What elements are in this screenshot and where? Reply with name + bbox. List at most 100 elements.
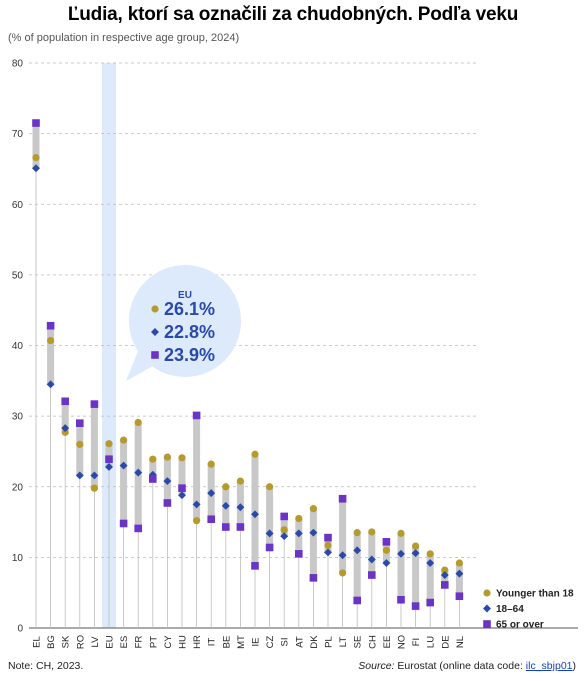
y-tick-label: 40 xyxy=(12,341,24,352)
point-adult-pl xyxy=(324,548,332,557)
callout-old-icon xyxy=(151,351,159,359)
point-old-ro xyxy=(76,419,84,427)
legend: Younger than 18 18–64 65 or over xyxy=(483,589,574,631)
point-adult-fr xyxy=(134,468,143,477)
y-tick-label: 70 xyxy=(12,129,24,140)
point-young-lv xyxy=(90,484,98,492)
x-tick-label: PT xyxy=(148,636,159,648)
callout-name: EU xyxy=(178,290,192,301)
range-bar-eu xyxy=(105,443,113,467)
source-end: ) xyxy=(572,660,577,672)
point-old-bg xyxy=(46,321,55,330)
point-old-se xyxy=(353,596,361,605)
y-tick-label: 80 xyxy=(12,59,24,70)
point-adult-it xyxy=(207,489,216,498)
point-young-hr xyxy=(193,517,201,525)
point-young-de xyxy=(441,566,449,574)
point-old-hu xyxy=(178,484,186,492)
point-old-cy xyxy=(163,499,172,507)
point-young-si xyxy=(280,526,288,534)
x-tick-label: DK xyxy=(309,635,320,649)
callout-value: 26.1% xyxy=(164,299,215,319)
point-old-at xyxy=(295,550,303,558)
point-adult-be xyxy=(221,501,230,510)
range-bar-bg xyxy=(47,325,55,385)
y-tick-label: 10 xyxy=(12,553,24,564)
point-adult-no xyxy=(397,549,405,558)
range-bar-no xyxy=(397,533,405,600)
x-tick-label: EE xyxy=(382,636,393,649)
footnote: Note: CH, 2023. xyxy=(8,660,84,672)
source-label: Source: xyxy=(358,660,395,672)
point-adult-hr xyxy=(192,500,201,509)
x-tick-label: IT xyxy=(207,638,218,647)
x-tick-label: SE xyxy=(353,636,364,649)
point-old-mt xyxy=(236,523,245,531)
x-tick-label: EU xyxy=(105,635,116,648)
range-bar-ie xyxy=(251,454,259,566)
point-young-pt xyxy=(149,455,157,463)
x-tick-label: MT xyxy=(236,635,247,649)
point-adult-cy xyxy=(163,477,172,486)
range-bar-pt xyxy=(149,459,157,479)
point-old-si xyxy=(280,512,288,521)
x-tick-label: BG xyxy=(46,635,57,649)
point-young-no xyxy=(397,529,405,537)
point-young-bg xyxy=(47,336,55,345)
x-tick-label: BE xyxy=(221,636,232,649)
x-tick-label: EL xyxy=(32,636,43,648)
x-tick-label: CZ xyxy=(265,635,276,648)
x-tick-label: LV xyxy=(90,636,101,648)
x-tick-label: CH xyxy=(367,635,378,649)
source-text: Eurostat (online data code: xyxy=(394,660,526,672)
point-young-ie xyxy=(251,450,259,458)
point-old-ee xyxy=(382,538,391,546)
callout-adult-icon xyxy=(151,328,159,336)
point-young-pl xyxy=(324,541,332,549)
chart-title: Ľudia, ktorí sa označili za chudobných. … xyxy=(67,4,519,25)
point-young-cy xyxy=(163,453,171,461)
point-old-it xyxy=(207,515,215,524)
y-tick-label: 30 xyxy=(12,412,24,423)
x-tick-label: RO xyxy=(75,635,86,649)
point-adult-nl xyxy=(455,569,464,578)
point-adult-hu xyxy=(178,491,186,500)
point-young-ch xyxy=(368,528,376,536)
y-tick-label: 0 xyxy=(17,624,23,635)
range-bar-ch xyxy=(368,531,376,576)
point-old-lt xyxy=(338,494,347,503)
point-young-it xyxy=(207,460,215,468)
point-young-mt xyxy=(236,477,244,485)
range-bar-fi xyxy=(412,546,420,607)
range-bar-el xyxy=(32,123,40,169)
gridlines xyxy=(29,62,578,629)
x-tick-label: SI xyxy=(280,638,291,647)
legend-old-icon xyxy=(483,620,491,628)
point-young-eu xyxy=(105,440,113,448)
x-tick-label: FI xyxy=(411,638,422,646)
y-axis: 0 10 20 30 40 50 60 70 80 xyxy=(12,59,24,635)
x-tick-label: ES xyxy=(119,636,130,649)
stems xyxy=(35,168,460,628)
callout-young-icon xyxy=(151,305,159,313)
range-bar-es xyxy=(120,440,128,524)
callout-pointer xyxy=(126,346,160,381)
range-bar-hu xyxy=(178,457,186,496)
source-link[interactable]: ilc_sbjp01 xyxy=(525,660,573,672)
point-old-nl xyxy=(455,592,464,601)
point-adult-mt xyxy=(236,503,245,512)
point-old-el xyxy=(32,119,40,127)
x-tick-label: CY xyxy=(163,635,174,649)
x-tick-label: AT xyxy=(294,636,305,648)
y-tick-label: 20 xyxy=(12,482,24,493)
point-young-ee xyxy=(382,546,390,554)
x-tick-label: LT xyxy=(338,637,349,648)
point-young-se xyxy=(353,529,361,537)
x-tick-label: NO xyxy=(397,635,408,649)
point-young-hu xyxy=(178,454,186,462)
point-old-pt xyxy=(149,475,157,483)
callout-value: 22.8% xyxy=(164,322,215,342)
legend-label: 65 or over xyxy=(496,620,544,631)
point-old-hr xyxy=(192,411,201,420)
